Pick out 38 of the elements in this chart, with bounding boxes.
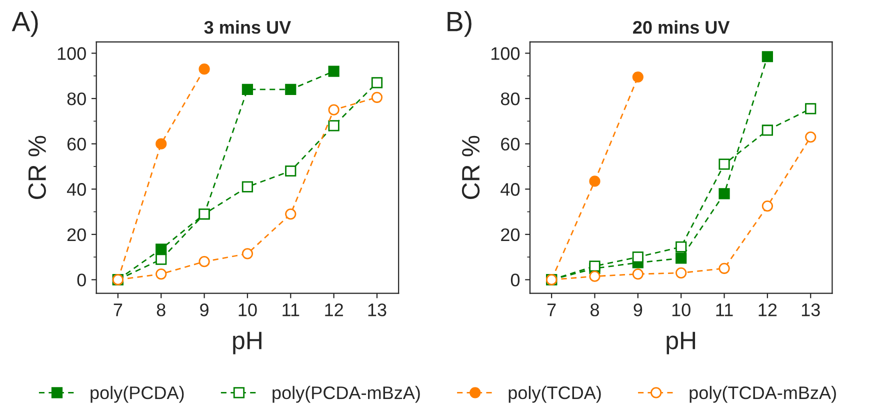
y-tick-label: 60 xyxy=(67,138,86,151)
y-tick-label: 40 xyxy=(66,183,86,196)
x-tick-label: 13 xyxy=(802,304,820,316)
y-axis-title: CR % xyxy=(462,136,480,199)
x-tick-label: 9 xyxy=(200,304,208,316)
y-tick-label: 100 xyxy=(58,47,86,60)
y-tick-label: 80 xyxy=(67,92,86,106)
x-tick-label: 7 xyxy=(114,304,122,316)
x-axis-title: pH xyxy=(233,332,262,354)
y-tick-label: 100 xyxy=(492,47,520,60)
x-tick-label: 12 xyxy=(325,304,343,316)
y-tick-label: 20 xyxy=(67,228,86,242)
y-axis-title: CR % xyxy=(28,136,46,199)
x-tick-label: 8 xyxy=(156,304,166,316)
x-tick-label: 11 xyxy=(716,304,733,316)
y-tick-label: 60 xyxy=(501,138,520,151)
x-tick-label: 10 xyxy=(238,304,257,316)
legend-label: poly(TCDA-mBzA) xyxy=(690,386,836,403)
x-tick-label: 8 xyxy=(590,304,599,316)
x-tick-label: 9 xyxy=(634,304,642,316)
legend-label: poly(PCDA) xyxy=(90,386,184,403)
legend-label: poly(TCDA) xyxy=(508,386,601,403)
x-tick-label: 10 xyxy=(672,304,690,316)
y-tick-label: 0 xyxy=(510,274,520,286)
text: A) xyxy=(12,10,38,37)
x-tick-label: 11 xyxy=(282,304,300,316)
x-tick-label: 13 xyxy=(368,304,386,316)
x-axis-title: pH xyxy=(666,332,696,354)
y-tick-label: 0 xyxy=(77,274,86,286)
chart-title: 3 mins UV xyxy=(204,20,291,34)
y-tick-label: 80 xyxy=(500,92,520,106)
chart-title: 20 mins UV xyxy=(633,20,730,34)
text: B) xyxy=(448,10,472,37)
legend-label: poly(PCDA-mBzA) xyxy=(272,386,420,403)
x-tick-label: 12 xyxy=(758,304,777,316)
y-tick-label: 40 xyxy=(500,183,520,196)
x-tick-label: 7 xyxy=(547,304,556,316)
y-tick-label: 20 xyxy=(501,228,520,242)
